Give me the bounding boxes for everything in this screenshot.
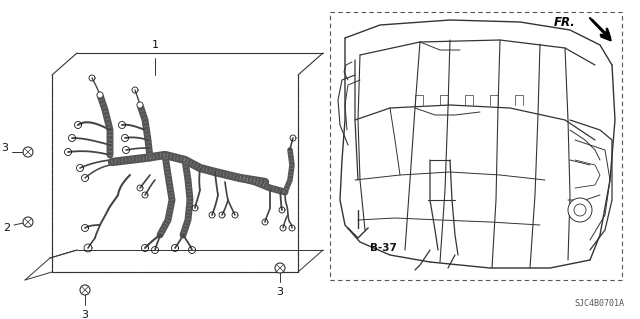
- Circle shape: [23, 217, 33, 227]
- Text: FR.: FR.: [553, 16, 575, 28]
- Text: 3: 3: [276, 287, 284, 297]
- Text: 2: 2: [3, 223, 10, 233]
- Text: 3: 3: [81, 310, 88, 319]
- Circle shape: [23, 147, 33, 157]
- Text: B-37: B-37: [370, 243, 397, 253]
- Text: 1: 1: [152, 40, 159, 50]
- Bar: [330, 12, 622, 280]
- Circle shape: [80, 285, 90, 295]
- Text: SJC4B0701A: SJC4B0701A: [574, 299, 624, 308]
- Circle shape: [275, 263, 285, 273]
- Circle shape: [97, 92, 103, 98]
- Circle shape: [137, 102, 143, 108]
- Circle shape: [568, 198, 592, 222]
- Text: 3: 3: [1, 143, 8, 153]
- Circle shape: [574, 204, 586, 216]
